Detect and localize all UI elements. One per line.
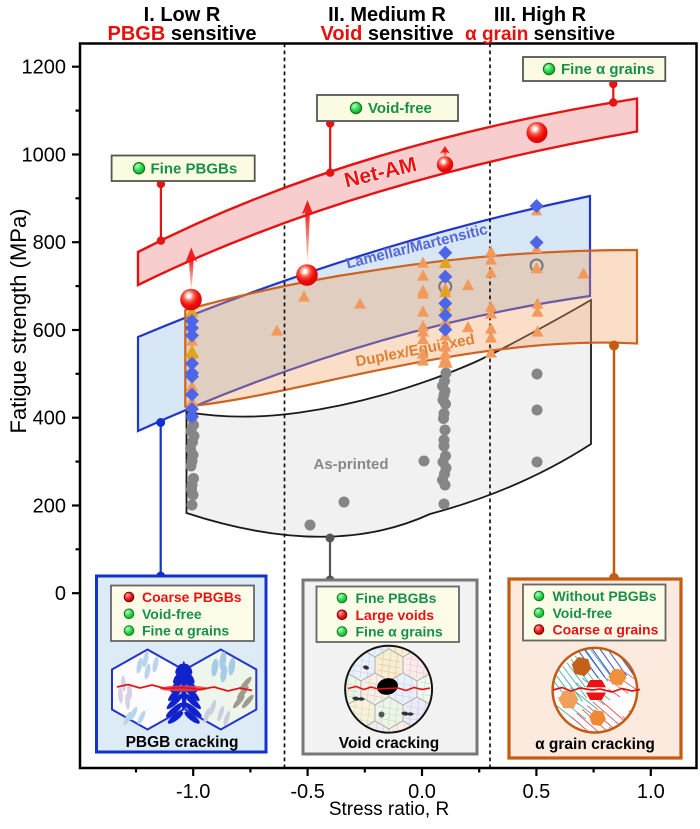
svg-text:Void-free: Void-free <box>368 100 432 117</box>
svg-text:Void-free: Void-free <box>553 605 613 621</box>
svg-text:PBGB cracking: PBGB cracking <box>126 734 239 751</box>
svg-text:Coarse α grains: Coarse α grains <box>553 622 659 638</box>
svg-text:Fine α grains: Fine α grains <box>142 623 229 639</box>
svg-text:α grain sensitive: α grain sensitive <box>465 24 615 45</box>
svg-text:α grain cracking: α grain cracking <box>535 736 655 753</box>
svg-text:Fatigue strength (MPa): Fatigue strength (MPa) <box>6 209 31 434</box>
svg-text:1000: 1000 <box>22 145 67 167</box>
svg-text:Stress ratio, R: Stress ratio, R <box>329 799 449 820</box>
svg-text:1.0: 1.0 <box>637 781 665 803</box>
svg-text:Without PBGBs: Without PBGBs <box>553 588 657 604</box>
svg-text:As-printed: As-printed <box>314 456 389 473</box>
svg-text:0.5: 0.5 <box>522 781 550 803</box>
svg-text:200: 200 <box>33 496 66 518</box>
svg-text:Large voids: Large voids <box>356 607 435 623</box>
svg-text:Fine PBGBs: Fine PBGBs <box>356 590 437 606</box>
svg-text:1200: 1200 <box>22 57 67 79</box>
svg-text:600: 600 <box>33 320 66 342</box>
svg-text:I. Low R: I. Low R <box>144 4 221 26</box>
svg-text:Fine PBGBs: Fine PBGBs <box>151 160 238 177</box>
svg-text:Coarse PBGBs: Coarse PBGBs <box>142 589 242 605</box>
svg-text:-1.0: -1.0 <box>176 781 210 803</box>
svg-text:II. Medium R: II. Medium R <box>328 4 446 26</box>
svg-text:PBGB sensitive: PBGB sensitive <box>108 23 257 45</box>
svg-text:Void sensitive: Void sensitive <box>320 23 453 45</box>
svg-text:0: 0 <box>55 583 66 605</box>
svg-text:Fine α grains: Fine α grains <box>356 624 443 640</box>
svg-text:0.0: 0.0 <box>408 781 436 803</box>
svg-text:Void-free: Void-free <box>142 606 202 622</box>
svg-text:800: 800 <box>33 232 66 254</box>
svg-text:Void cracking: Void cracking <box>339 735 440 752</box>
svg-text:Fine α grains: Fine α grains <box>561 61 654 78</box>
svg-text:400: 400 <box>33 408 66 430</box>
svg-text:-0.5: -0.5 <box>290 781 324 803</box>
svg-text:III. High R: III. High R <box>494 4 587 26</box>
